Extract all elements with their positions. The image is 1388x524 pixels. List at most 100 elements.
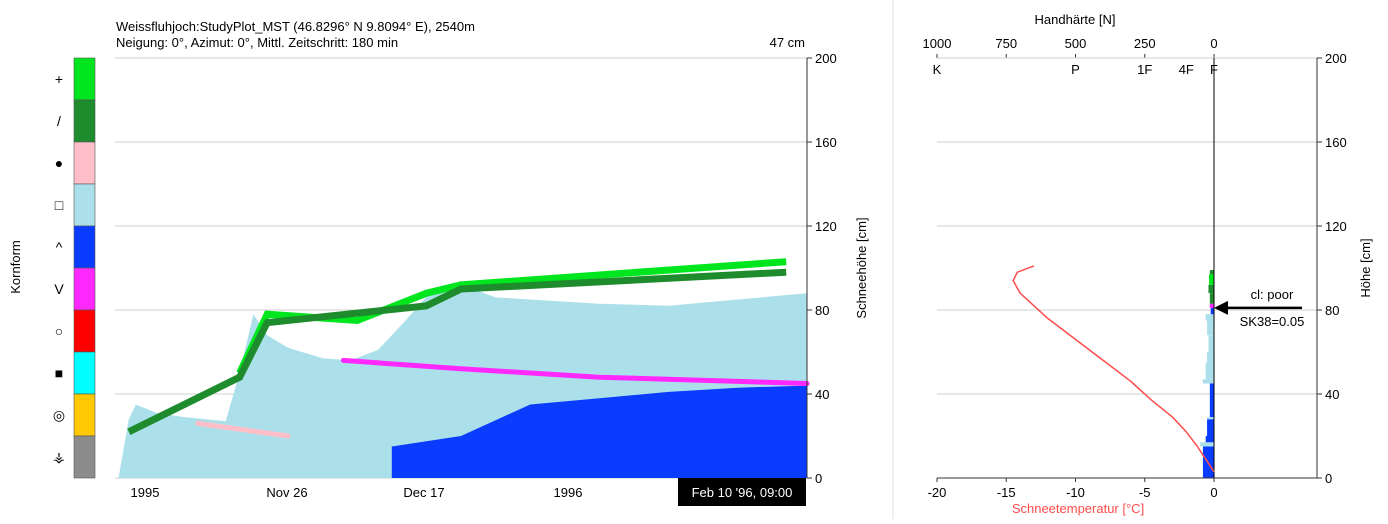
hardness-layer: [1208, 335, 1214, 352]
temperature-x-tick-label: -5: [1139, 485, 1151, 500]
legend-swatch: [73, 183, 96, 227]
seasonal-y-tick-label: 40: [815, 387, 829, 402]
profile-y-tick-label: 160: [1325, 135, 1347, 150]
profile-y-tick-label: 40: [1325, 387, 1339, 402]
hardness-tick-label: 750: [995, 36, 1017, 51]
hardness-layer: [1209, 293, 1214, 304]
depth-readout: 47 cm: [770, 35, 805, 50]
seasonal-y-tick-label: 80: [815, 303, 829, 318]
temperature-profile: [1012, 265, 1215, 473]
legend-symbol: □: [55, 197, 64, 213]
legend-swatch: [73, 267, 96, 311]
seasonal-y-tick-label: 0: [815, 471, 822, 486]
hardness-layer: [1209, 270, 1214, 275]
legend-swatch: [73, 225, 96, 269]
hardness-index-label: P: [1071, 62, 1080, 77]
temperature-line: [1012, 265, 1215, 473]
right-panel: Handhärte [N] 1000 750 500 250 0 K P 1F 4F F 0 40…: [923, 12, 1373, 516]
seasonal-series-5: [127, 268, 787, 435]
temperature-axis-label: Schneetemperatur [°C]: [1012, 501, 1144, 516]
hardness-layer: [1208, 284, 1214, 294]
hardness-layer: [1207, 320, 1214, 336]
grain-legend: + / ● □ ^ V ○ ■ ◎ ⚶: [53, 57, 96, 479]
hardness-layer: [1205, 436, 1214, 443]
legend-swatch: [73, 351, 96, 395]
hardness-tick-label: 1000: [923, 36, 952, 51]
hardness-layer: [1207, 417, 1214, 420]
temperature-x-ticks: -20 -15 -10 -5 0: [928, 478, 1218, 500]
seasonal-y-label: Schneehöhe [cm]: [854, 217, 869, 318]
seasonal-series-2: [340, 357, 810, 386]
stability-callout: cl: poor SK38=0.05: [1214, 287, 1304, 329]
legend-symbol: ○: [55, 323, 63, 339]
profile-y-tick-label: 200: [1325, 51, 1347, 66]
legend-swatch: [73, 309, 96, 353]
seasonal-x-tick-label: 1995: [131, 485, 160, 500]
timestamp-label: Feb 10 '96, 09:00: [692, 485, 793, 500]
seasonal-x-ticks: 1995 Nov 26 Dec 17 1996: [131, 485, 583, 500]
hardness-ticks: 1000 750 500 250 0: [923, 36, 1218, 58]
hardness-layer: [1209, 274, 1214, 285]
legend-symbol: /: [57, 113, 61, 129]
legend-symbol: ⚶: [53, 449, 65, 465]
left-panel: Weissfluhjoch:StudyPlot_MST (46.8296° N …: [8, 19, 869, 506]
hardness-tick-label: 250: [1134, 36, 1156, 51]
seasonal-y-tick-label: 120: [815, 219, 837, 234]
seasonal-y-ticks: 0 40 80 120 160 200: [807, 51, 837, 486]
hardness-layer: [1209, 303, 1214, 308]
profile-y-tick-label: 80: [1325, 303, 1339, 318]
hardness-layer: [1200, 442, 1214, 447]
hardness-layer: [1205, 314, 1214, 321]
legend-swatch: [73, 393, 96, 437]
hardness-layer: [1202, 379, 1214, 384]
legend-title: Kornform: [8, 240, 23, 293]
hardness-index-label: K: [933, 62, 942, 77]
legend-swatch: [73, 57, 96, 101]
station-subtitle: Neigung: 0°, Azimut: 0°, Mittl. Zeitschr…: [116, 35, 398, 50]
seasonal-y-tick-label: 200: [815, 51, 837, 66]
callout-index: SK38=0.05: [1240, 314, 1305, 329]
seasonal-y-tick-label: 160: [815, 135, 837, 150]
seasonal-layers: [118, 258, 810, 478]
hardness-index-labels: K P 1F 4F F: [933, 62, 1218, 77]
hardness-layer: [1209, 383, 1214, 418]
seasonal-series-3: [195, 420, 291, 439]
hardness-index-label: 4F: [1179, 62, 1194, 77]
hardness-layer: [1205, 362, 1214, 380]
hardness-axis-title: Handhärte [N]: [1035, 12, 1116, 27]
temperature-x-tick-label: 0: [1210, 485, 1217, 500]
legend-symbol: ●: [55, 155, 63, 171]
seasonal-x-tick-label: Dec 17: [403, 485, 444, 500]
hardness-layer: [1207, 352, 1214, 363]
callout-arrow-head: [1214, 300, 1228, 315]
temperature-x-tick-label: -10: [1066, 485, 1085, 500]
callout-class: cl: poor: [1251, 287, 1294, 302]
hardness-layer: [1210, 307, 1214, 315]
profile-y-ticks: 0 40 80 120 160 200: [1317, 51, 1347, 486]
legend-swatch: [73, 435, 96, 479]
seasonal-x-tick-label: 1996: [554, 485, 583, 500]
seasonal-series-1: [391, 385, 807, 478]
profile-plot-background: [937, 58, 1317, 478]
profile-y-label: Höhe [cm]: [1358, 238, 1373, 297]
station-title: Weissfluhjoch:StudyPlot_MST (46.8296° N …: [116, 19, 475, 34]
hardness-tick-label: 0: [1210, 36, 1217, 51]
legend-symbol: V: [54, 281, 64, 297]
hardness-index-label: 1F: [1137, 62, 1152, 77]
profile-y-tick-label: 0: [1325, 471, 1332, 486]
legend-swatch: [73, 99, 96, 143]
temperature-x-tick-label: -20: [928, 485, 947, 500]
legend-swatch: [73, 141, 96, 185]
profile-y-tick-label: 120: [1325, 219, 1347, 234]
legend-symbol: +: [55, 71, 63, 87]
hardness-layer: [1207, 419, 1214, 436]
timestamp-box: [678, 478, 806, 506]
legend-symbol: ^: [56, 239, 63, 255]
legend-symbol: ■: [55, 365, 63, 381]
legend-symbol: ◎: [53, 407, 65, 423]
temperature-x-tick-label: -15: [997, 485, 1016, 500]
hardness-tick-label: 500: [1065, 36, 1087, 51]
hardness-index-label: F: [1210, 62, 1218, 77]
